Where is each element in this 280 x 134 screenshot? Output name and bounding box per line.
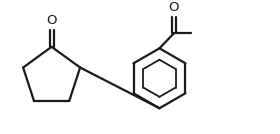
Text: O: O (169, 1, 179, 14)
Text: O: O (46, 14, 57, 27)
